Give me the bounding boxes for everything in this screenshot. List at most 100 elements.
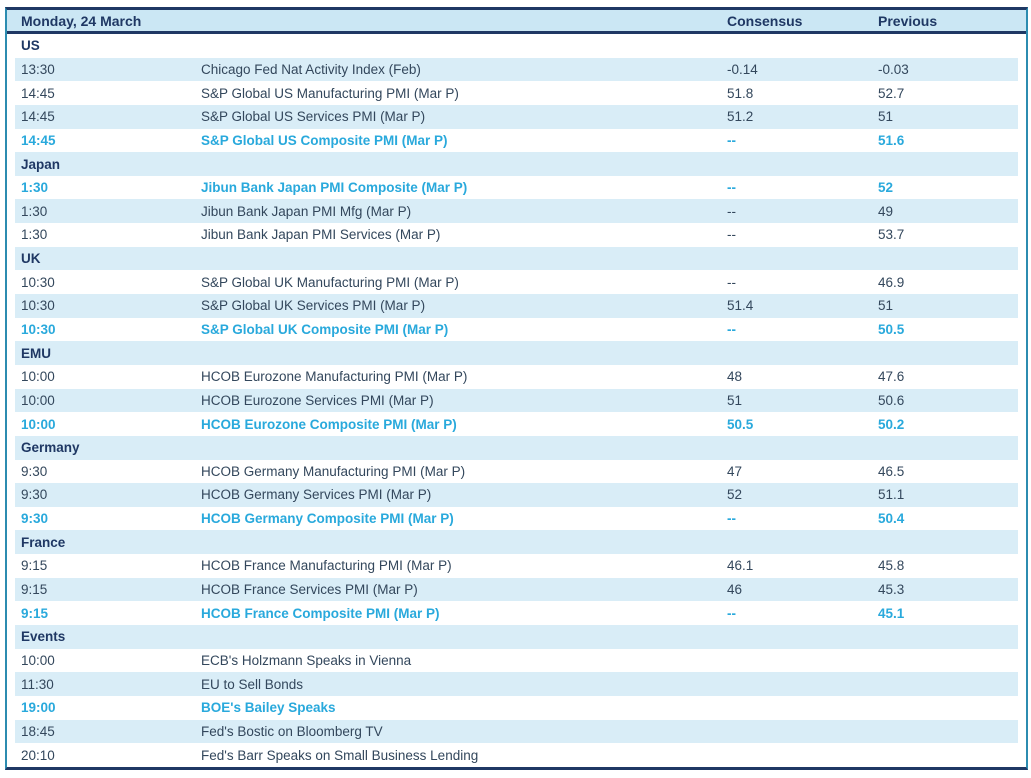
consensus-value: -- bbox=[727, 227, 736, 243]
event-name: HCOB Germany Services PMI (Mar P) bbox=[201, 487, 432, 503]
event-row: 20:10 Fed's Barr Speaks on Small Busines… bbox=[7, 743, 1026, 767]
event-row: 1:30 Jibun Bank Japan PMI Services (Mar … bbox=[7, 223, 1026, 247]
event-time: 20:10 bbox=[21, 747, 55, 763]
previous-value: 49 bbox=[878, 203, 894, 219]
event-name: Fed's Bostic on Bloomberg TV bbox=[201, 723, 383, 739]
event-row: 9:15 HCOB France Services PMI (Mar P) 46… bbox=[7, 577, 1026, 602]
previous-value: 51.6 bbox=[878, 132, 905, 148]
previous-value: 47.6 bbox=[878, 369, 905, 385]
event-time: 9:15 bbox=[21, 558, 48, 574]
event-row: 14:45 S&P Global US Composite PMI (Mar P… bbox=[7, 129, 1026, 153]
event-time: 10:00 bbox=[21, 392, 55, 408]
event-row: 10:00 HCOB Eurozone Services PMI (Mar P)… bbox=[7, 388, 1026, 413]
event-row: 9:30 HCOB Germany Manufacturing PMI (Mar… bbox=[7, 460, 1026, 484]
section-header-row: US bbox=[7, 34, 1026, 58]
consensus-value: 46.1 bbox=[727, 558, 754, 574]
table-body: US 13:30 Chicago Fed Nat Activity Index … bbox=[7, 34, 1026, 767]
consensus-value: -- bbox=[727, 180, 736, 196]
event-name: EU to Sell Bonds bbox=[201, 676, 304, 692]
event-name: S&P Global UK Manufacturing PMI (Mar P) bbox=[201, 274, 459, 290]
event-time: 9:30 bbox=[21, 463, 48, 479]
event-name: Fed's Barr Speaks on Small Business Lend… bbox=[201, 747, 479, 763]
event-name: HCOB Eurozone Composite PMI (Mar P) bbox=[201, 416, 457, 432]
table-header-row: Monday, 24 March Consensus Previous bbox=[7, 10, 1026, 34]
event-name: HCOB Germany Composite PMI (Mar P) bbox=[201, 511, 454, 527]
event-time: 10:00 bbox=[21, 416, 56, 432]
event-row: 14:45 S&P Global US Services PMI (Mar P)… bbox=[7, 104, 1026, 129]
event-name: HCOB France Composite PMI (Mar P) bbox=[201, 605, 440, 621]
section-name: UK bbox=[21, 251, 41, 267]
event-row: 9:15 HCOB France Composite PMI (Mar P) -… bbox=[7, 601, 1026, 625]
consensus-value: -- bbox=[727, 132, 736, 148]
consensus-value: 47 bbox=[727, 463, 743, 479]
event-name: S&P Global US Services PMI (Mar P) bbox=[201, 109, 426, 125]
previous-value: 45.1 bbox=[878, 605, 905, 621]
event-name: Jibun Bank Japan PMI Services (Mar P) bbox=[201, 227, 441, 243]
section-header-row: Germany bbox=[7, 435, 1026, 460]
event-name: S&P Global US Composite PMI (Mar P) bbox=[201, 132, 448, 148]
consensus-value: -- bbox=[727, 605, 736, 621]
consensus-value: 48 bbox=[727, 369, 743, 385]
event-row: 10:00 ECB's Holzmann Speaks in Vienna bbox=[7, 649, 1026, 673]
event-time: 9:30 bbox=[21, 511, 49, 527]
consensus-value: 51.2 bbox=[727, 109, 754, 125]
section-name: Germany bbox=[21, 440, 80, 456]
event-time: 1:30 bbox=[21, 203, 48, 219]
event-time: 10:00 bbox=[21, 369, 55, 385]
event-name: Jibun Bank Japan PMI Composite (Mar P) bbox=[201, 180, 468, 196]
previous-value: 52.7 bbox=[878, 85, 905, 101]
event-time: 9:30 bbox=[21, 487, 48, 503]
event-row: 10:30 S&P Global UK Composite PMI (Mar P… bbox=[7, 318, 1026, 342]
consensus-value: -- bbox=[727, 322, 736, 337]
event-time: 14:45 bbox=[21, 109, 55, 125]
event-time: 9:15 bbox=[21, 582, 48, 598]
event-time: 19:00 bbox=[21, 700, 56, 716]
event-row: 1:30 Jibun Bank Japan PMI Composite (Mar… bbox=[7, 176, 1026, 200]
consensus-value: 51.4 bbox=[727, 298, 754, 314]
event-row: 11:30 EU to Sell Bonds bbox=[7, 672, 1026, 696]
event-time: 14:45 bbox=[21, 132, 56, 148]
event-row: 19:00 BOE's Bailey Speaks bbox=[7, 696, 1026, 720]
section-name: Japan bbox=[21, 156, 61, 172]
consensus-value: -- bbox=[727, 274, 736, 290]
previous-value: 50.2 bbox=[878, 416, 905, 432]
previous-value: 45.8 bbox=[878, 558, 905, 574]
date-header: Monday, 24 March bbox=[21, 12, 142, 29]
event-row: 9:15 HCOB France Manufacturing PMI (Mar … bbox=[7, 554, 1026, 578]
consensus-value: 51.8 bbox=[727, 85, 754, 101]
event-row: 9:30 HCOB Germany Composite PMI (Mar P) … bbox=[7, 507, 1026, 531]
previous-value: 53.7 bbox=[878, 227, 905, 243]
event-name: Jibun Bank Japan PMI Mfg (Mar P) bbox=[201, 203, 412, 219]
section-header-row: Events bbox=[7, 625, 1026, 649]
section-name: EMU bbox=[21, 345, 51, 361]
consensus-value: 51 bbox=[727, 392, 743, 408]
section-name: France bbox=[21, 534, 66, 550]
event-name: S&P Global UK Composite PMI (Mar P) bbox=[201, 322, 449, 337]
consensus-value: 52 bbox=[727, 487, 743, 503]
event-name: HCOB Eurozone Manufacturing PMI (Mar P) bbox=[201, 369, 468, 385]
column-header-previous: Previous bbox=[878, 12, 938, 29]
event-row: 9:30 HCOB Germany Services PMI (Mar P) 5… bbox=[7, 483, 1026, 507]
event-row: 14:45 S&P Global US Manufacturing PMI (M… bbox=[7, 81, 1026, 105]
consensus-value: 46 bbox=[727, 582, 743, 598]
event-time: 1:30 bbox=[21, 180, 49, 196]
event-time: 10:30 bbox=[21, 322, 56, 337]
event-row: 10:30 S&P Global UK Manufacturing PMI (M… bbox=[7, 270, 1026, 294]
event-name: ECB's Holzmann Speaks in Vienna bbox=[201, 652, 412, 668]
event-row: 1:30 Jibun Bank Japan PMI Mfg (Mar P) --… bbox=[7, 199, 1026, 224]
section-name: US bbox=[21, 38, 40, 54]
event-time: 9:15 bbox=[21, 605, 49, 621]
event-row: 10:00 HCOB Eurozone Composite PMI (Mar P… bbox=[7, 412, 1026, 436]
event-name: BOE's Bailey Speaks bbox=[201, 700, 336, 716]
event-row: 10:00 HCOB Eurozone Manufacturing PMI (M… bbox=[7, 365, 1026, 389]
event-name: HCOB Eurozone Services PMI (Mar P) bbox=[201, 392, 434, 408]
event-name: HCOB France Manufacturing PMI (Mar P) bbox=[201, 558, 452, 574]
event-time: 10:00 bbox=[21, 652, 55, 668]
previous-value: 50.4 bbox=[878, 511, 905, 527]
event-row: 10:30 S&P Global UK Services PMI (Mar P)… bbox=[7, 294, 1026, 318]
event-name: S&P Global US Manufacturing PMI (Mar P) bbox=[201, 85, 459, 101]
previous-value: 46.5 bbox=[878, 463, 905, 479]
event-name: S&P Global UK Services PMI (Mar P) bbox=[201, 298, 426, 314]
event-name: HCOB Germany Manufacturing PMI (Mar P) bbox=[201, 463, 466, 479]
